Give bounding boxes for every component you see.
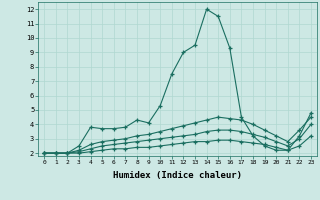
X-axis label: Humidex (Indice chaleur): Humidex (Indice chaleur) xyxy=(113,171,242,180)
